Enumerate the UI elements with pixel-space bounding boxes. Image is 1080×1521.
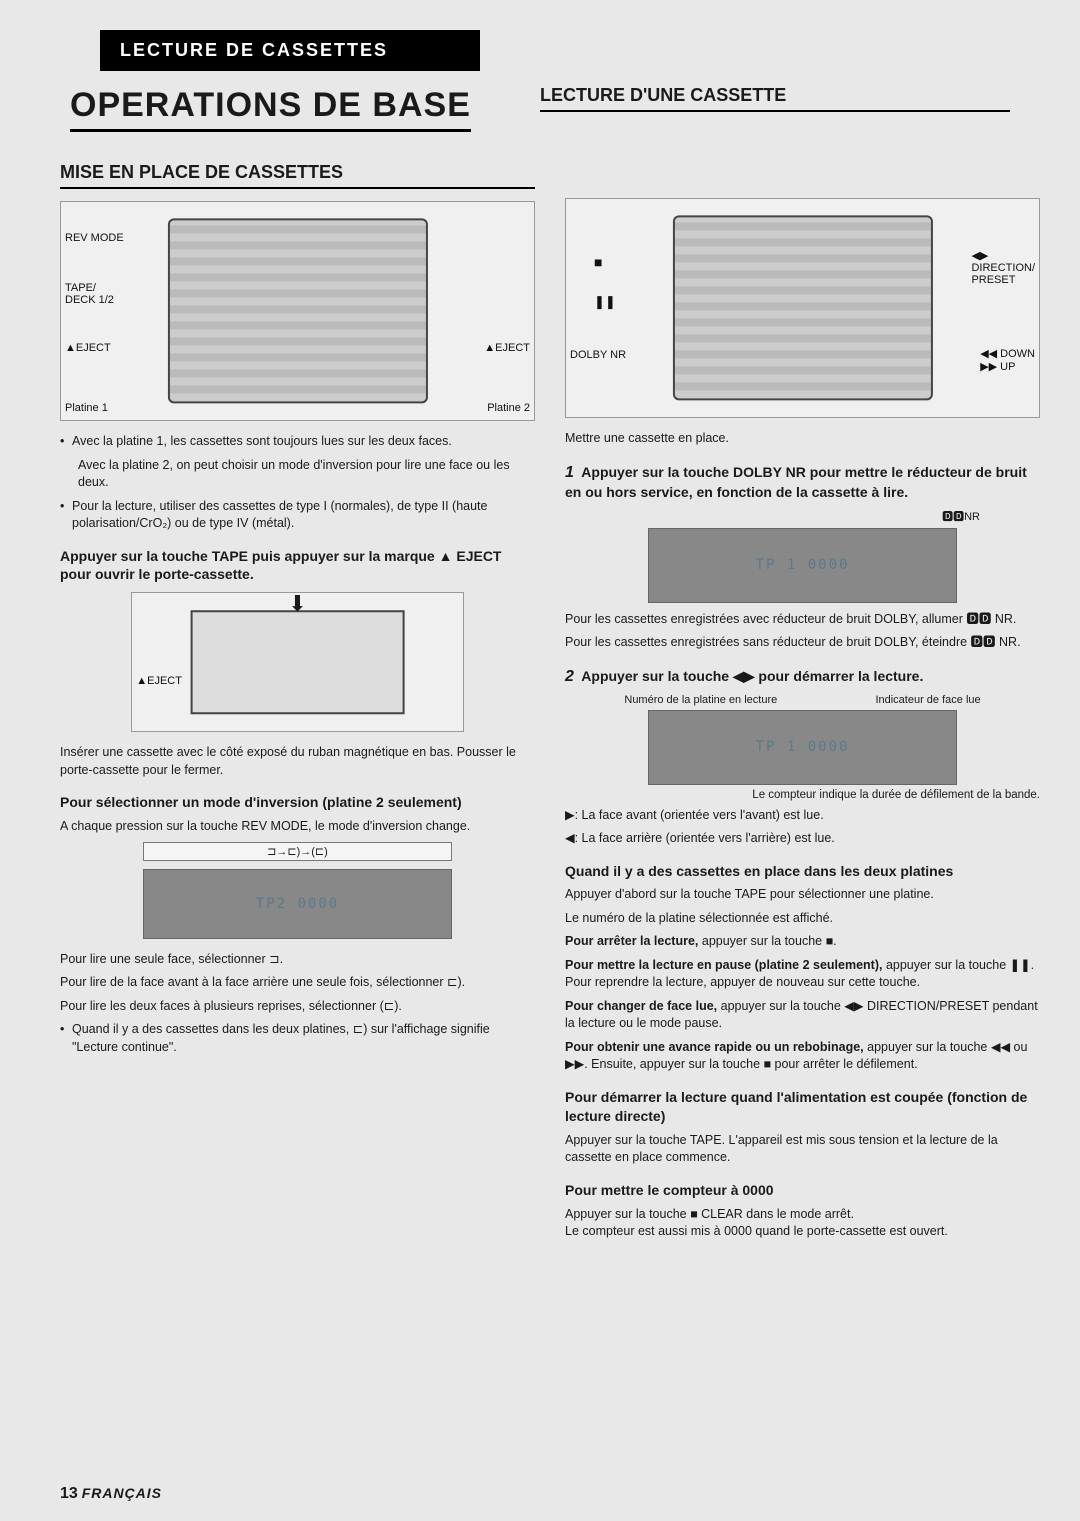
label-down-up: ◀◀ DOWN ▶▶ UP xyxy=(980,347,1035,373)
step1-line2: Pour les cassettes enregistrées sans réd… xyxy=(565,634,1040,652)
bullet-tape-types: Pour la lecture, utiliser des cassettes … xyxy=(60,498,535,533)
revmode-text: A chaque pression sur la touche REV MODE… xyxy=(60,818,535,836)
both-line2: Le numéro de la platine sélectionnée est… xyxy=(565,910,1040,928)
ops-stop-text: appuyer sur la touche ■. xyxy=(698,934,836,948)
ops-side-label: Pour changer de face lue, xyxy=(565,999,717,1013)
ops-stop: Pour arrêter la lecture, appuyer sur la … xyxy=(565,933,1040,951)
arrow-down-icon: ⬇ xyxy=(288,591,306,617)
ops-ff: Pour obtenir une avance rapide ou un reb… xyxy=(565,1039,1040,1074)
insert-instruction: Insérer une cassette avec le côté exposé… xyxy=(60,744,535,779)
ops-pause: Pour mettre la lecture en pause (platine… xyxy=(565,957,1040,992)
revmode-opt3: Pour lire les deux faces à plusieurs rep… xyxy=(60,998,535,1016)
both-decks-title: Quand il y a des cassettes en place dans… xyxy=(565,862,1040,881)
label-dolby-nr: DOLBY NR xyxy=(570,349,626,361)
step2-fwd: ▶: La face avant (orientée vers l'avant)… xyxy=(565,807,1040,825)
label-platine1: Platine 1 xyxy=(65,402,108,414)
cassette-loading-diagram: REV MODE TAPE/ DECK 1/2 ▲EJECT ▲EJECT Pl… xyxy=(60,201,535,421)
sub-revmode-title: Pour sélectionner un mode d'inversion (p… xyxy=(60,793,535,812)
ops-ff-label: Pour obtenir une avance rapide ou un reb… xyxy=(565,1040,864,1054)
ops-pause-label: Pour mettre la lecture en pause (platine… xyxy=(565,958,882,972)
step1-label: Appuyer sur la touche DOLBY NR pour mett… xyxy=(565,464,1027,501)
label-stop-icon: ■ xyxy=(594,254,602,270)
page-language: FRANÇAIS xyxy=(82,1485,162,1501)
page-main-heading: OPERATIONS DE BASE xyxy=(70,86,471,132)
cassette-door-illustration xyxy=(190,611,405,715)
direct-title: Pour démarrer la lecture quand l'aliment… xyxy=(565,1088,1040,1126)
label-direction-preset: ◀▶ DIRECTION/ PRESET xyxy=(971,249,1035,286)
playback-diagram: ■ ❚❚ DOLBY NR ◀▶ DIRECTION/ PRESET ◀◀ DO… xyxy=(565,198,1040,418)
label-tape-deck: TAPE/ DECK 1/2 xyxy=(65,282,114,306)
display-text-dolby: TP 1 0000 xyxy=(756,557,850,573)
display-text-tp2: TP2 0000 xyxy=(256,896,339,912)
cap-side-ind: Indicateur de face lue xyxy=(875,694,980,706)
revmode-opt2: Pour lire de la face avant à la face arr… xyxy=(60,974,535,992)
revmode-display: TP2 0000 xyxy=(143,869,452,939)
page-number: 13 xyxy=(60,1485,78,1502)
bullet-platine1: Avec la platine 1, les cassettes sont to… xyxy=(60,433,535,451)
ops-side: Pour changer de face lue, appuyer sur la… xyxy=(565,998,1040,1033)
left-column: MISE EN PLACE DE CASSETTES REV MODE TAPE… xyxy=(60,162,535,1247)
display-captions: Numéro de la platine en lecture Indicate… xyxy=(624,694,980,706)
label-eject-right: ▲EJECT xyxy=(484,342,530,354)
step1-line1: Pour les cassettes enregistrées avec réd… xyxy=(565,611,1040,629)
playback-display: TP 1 0000 xyxy=(648,710,957,785)
step-num-1: 1 xyxy=(565,464,574,481)
label-platine2: Platine 2 xyxy=(487,402,530,414)
two-column-layout: MISE EN PLACE DE CASSETTES REV MODE TAPE… xyxy=(60,162,1040,1247)
label-eject-left: ▲EJECT xyxy=(65,342,111,354)
step-num-2: 2 xyxy=(565,668,574,685)
both-line1: Appuyer d'abord sur la touche TAPE pour … xyxy=(565,886,1040,904)
revmode-display-wrap: ⊐→⊏)→(⊏) TP2 0000 xyxy=(143,842,452,939)
direct-text: Appuyer sur la touche TAPE. L'appareil e… xyxy=(565,1132,1040,1167)
left-section-title: MISE EN PLACE DE CASSETTES xyxy=(60,162,535,189)
sub-eject-title: Appuyer sur la touche TAPE puis appuyer … xyxy=(60,547,535,585)
cassette-insert-diagram: ▲EJECT ⬇ xyxy=(131,592,464,732)
step1-title: 1 Appuyer sur la touche DOLBY NR pour me… xyxy=(565,462,1040,502)
label-rev-mode: REV MODE xyxy=(65,232,124,244)
revmode-bullet: Quand il y a des cassettes dans les deux… xyxy=(60,1021,535,1056)
step2-rev: ◀: La face arrière (orientée vers l'arri… xyxy=(565,830,1040,848)
step2-title: 2 Appuyer sur la touche ◀▶ pour démarrer… xyxy=(565,666,1040,688)
reset-title: Pour mettre le compteur à 0000 xyxy=(565,1181,1040,1200)
dolby-badge: 🅳🅳NR xyxy=(565,508,1040,524)
dolby-display: TP 1 0000 xyxy=(648,528,957,603)
label-pause-icon: ❚❚ xyxy=(594,294,616,310)
label-eject-insert: ▲EJECT xyxy=(136,675,182,687)
bullet-platine1b: Avec la platine 2, on peut choisir un mo… xyxy=(78,457,535,492)
stereo-illustration xyxy=(167,218,427,403)
revmode-symbols: ⊐→⊏)→(⊏) xyxy=(143,842,452,861)
right-section-title: LECTURE D'UNE CASSETTE xyxy=(540,85,1010,112)
stereo-illustration-r xyxy=(672,215,932,400)
ops-stop-label: Pour arrêter la lecture, xyxy=(565,934,698,948)
cap-deck-num: Numéro de la platine en lecture xyxy=(624,694,777,706)
display-text-play: TP 1 0000 xyxy=(756,739,850,755)
section-banner: LECTURE DE CASSETTES xyxy=(100,30,480,71)
counter-caption: Le compteur indique la durée de défileme… xyxy=(636,789,1040,801)
intro-text: Mettre une cassette en place. xyxy=(565,430,1040,448)
step2-label: Appuyer sur la touche ◀▶ pour démarrer l… xyxy=(581,668,923,684)
right-column: ■ ❚❚ DOLBY NR ◀▶ DIRECTION/ PRESET ◀◀ DO… xyxy=(565,190,1040,1247)
revmode-opt1: Pour lire une seule face, sélectionner ⊐… xyxy=(60,951,535,969)
page-footer: 13 FRANÇAIS xyxy=(60,1485,162,1503)
reset-text: Appuyer sur la touche ■ CLEAR dans le mo… xyxy=(565,1206,1040,1241)
